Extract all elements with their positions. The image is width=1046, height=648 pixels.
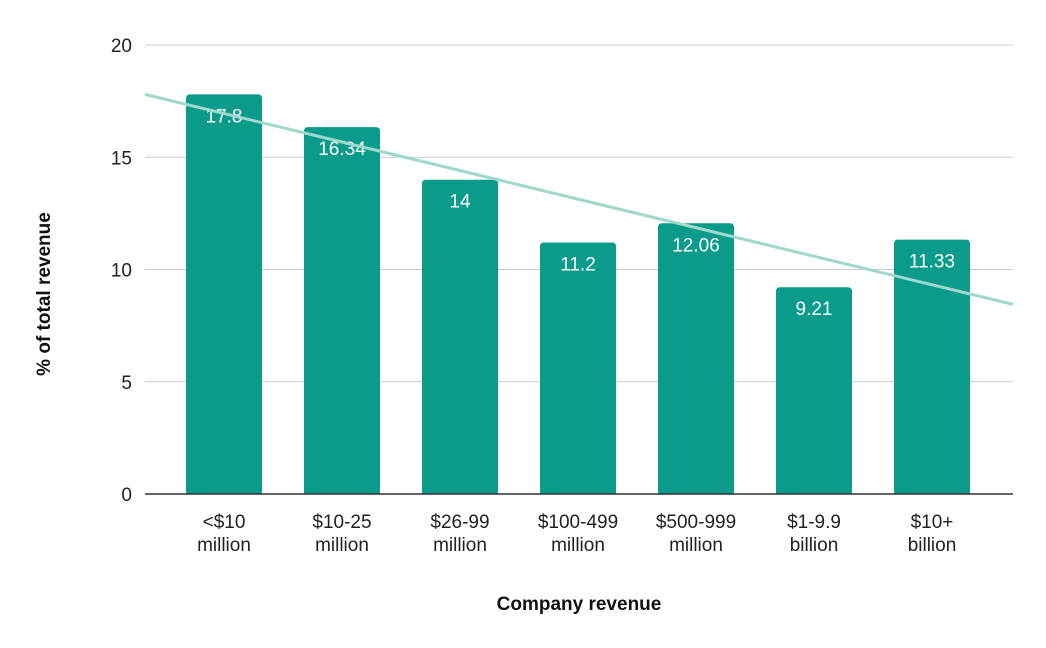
x-tick-label: billion (790, 535, 839, 556)
x-tick-label: $10-25 (312, 512, 371, 533)
x-tick-label: million (197, 535, 251, 556)
bar (776, 287, 852, 494)
y-tick-label: 15 (111, 148, 132, 169)
x-tick-label: $100-499 (538, 512, 618, 533)
bar (186, 94, 262, 494)
data-label: 12.06 (672, 235, 720, 256)
data-label: 9.21 (796, 299, 833, 320)
bar (540, 242, 616, 494)
y-tick-label: 10 (111, 261, 132, 282)
bar (894, 239, 970, 494)
x-tick-label: million (551, 535, 605, 556)
x-tick-label: million (433, 535, 487, 556)
x-tick-label: <$10 (203, 512, 246, 533)
trendline (144, 92, 1014, 306)
bar (422, 179, 498, 494)
x-tick-label: $10+ (911, 512, 954, 533)
bar (658, 223, 734, 495)
data-label: 14 (449, 192, 471, 213)
x-tick-label: million (669, 535, 723, 556)
x-tick-label: billion (908, 535, 957, 556)
data-label: 11.2 (560, 255, 596, 276)
y-tick-label: 20 (111, 36, 132, 57)
bar (304, 127, 380, 495)
y-tick-label: 0 (121, 485, 132, 506)
x-tick-label: $26-99 (430, 512, 489, 533)
y-tick-label: 5 (121, 373, 132, 394)
x-tick-label: $1-9.9 (787, 512, 841, 533)
x-tick-label: million (315, 535, 369, 556)
x-axis-title: Company revenue (497, 594, 662, 615)
y-axis-title: % of total revenue (34, 212, 55, 376)
x-tick-label: $500-999 (656, 512, 736, 533)
data-label: 11.33 (909, 252, 955, 273)
